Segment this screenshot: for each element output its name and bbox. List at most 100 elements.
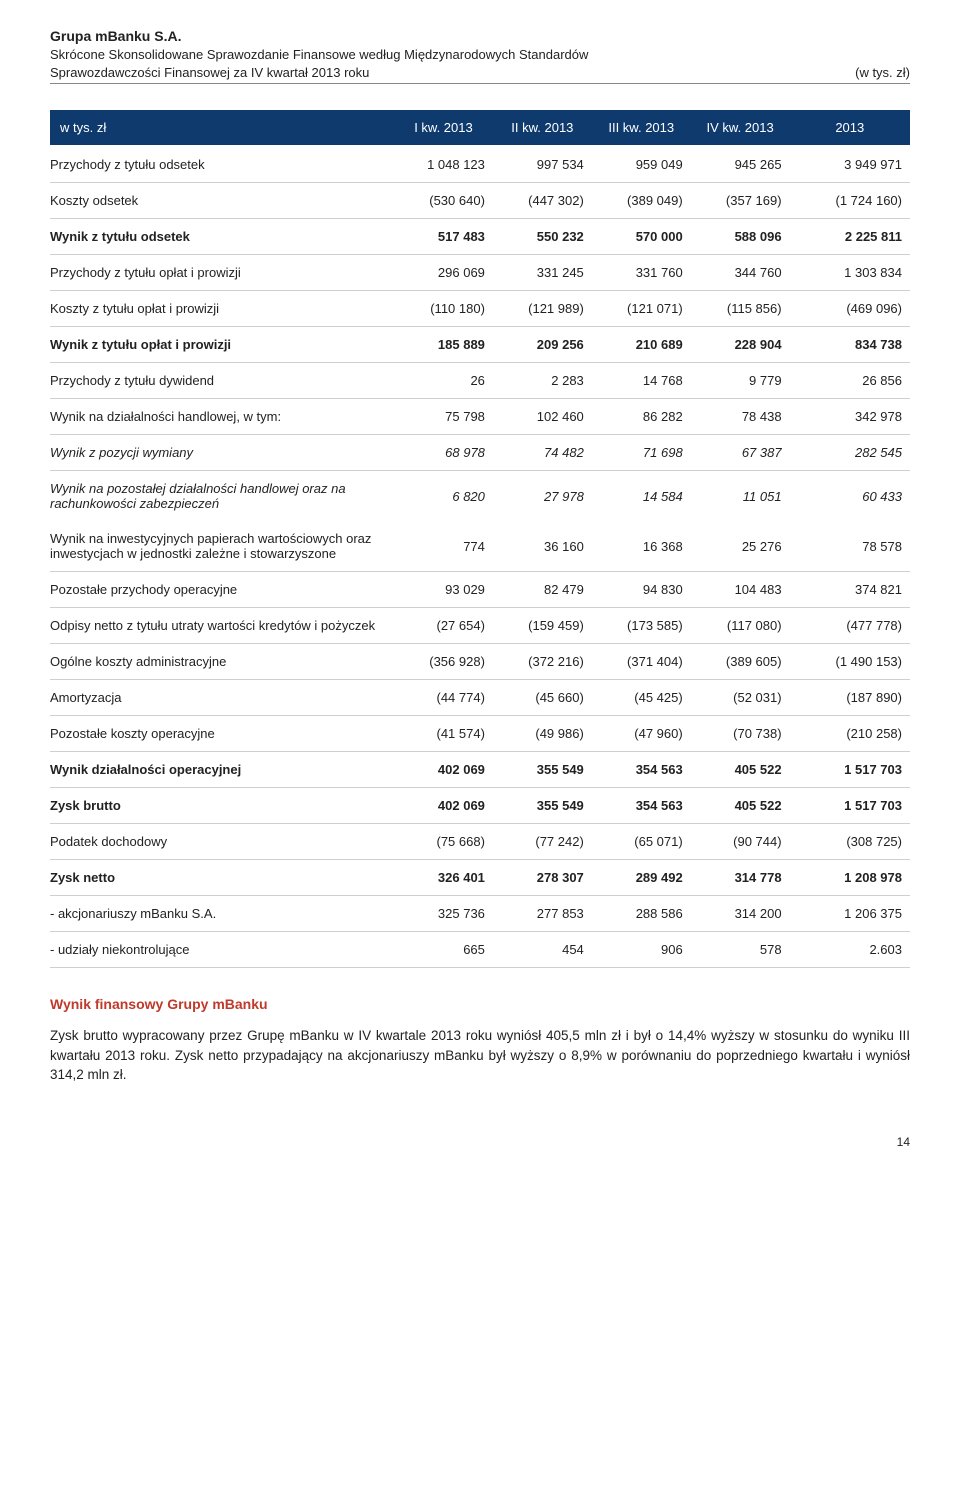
cell-value: 355 549	[493, 752, 592, 788]
col-header-label: w tys. zł	[50, 110, 394, 146]
cell-value: (90 744)	[691, 824, 790, 860]
cell-value: 570 000	[592, 219, 691, 255]
cell-value: 210 689	[592, 327, 691, 363]
cell-value: 578	[691, 932, 790, 968]
cell-value: 1 206 375	[790, 896, 910, 932]
financial-table: w tys. zł I kw. 2013 II kw. 2013 III kw.…	[50, 110, 910, 968]
cell-value: (65 071)	[592, 824, 691, 860]
cell-value: 405 522	[691, 788, 790, 824]
row-label: Przychody z tytułu dywidend	[50, 363, 394, 399]
cell-value: 314 778	[691, 860, 790, 896]
table-body: Przychody z tytułu odsetek1 048 123997 5…	[50, 146, 910, 968]
cell-value: 774	[394, 521, 493, 572]
cell-value: 71 698	[592, 435, 691, 471]
cell-value: 14 584	[592, 471, 691, 522]
cell-value: (41 574)	[394, 716, 493, 752]
cell-value: 86 282	[592, 399, 691, 435]
cell-value: 11 051	[691, 471, 790, 522]
row-label: Odpisy netto z tytułu utraty wartości kr…	[50, 608, 394, 644]
cell-value: (70 738)	[691, 716, 790, 752]
table-row: Odpisy netto z tytułu utraty wartości kr…	[50, 608, 910, 644]
cell-value: 1 303 834	[790, 255, 910, 291]
cell-value: 354 563	[592, 788, 691, 824]
table-row: Wynik działalności operacyjnej402 069355…	[50, 752, 910, 788]
cell-value: 228 904	[691, 327, 790, 363]
cell-value: 834 738	[790, 327, 910, 363]
company-name: Grupa mBanku S.A.	[50, 28, 910, 44]
row-label: Amortyzacja	[50, 680, 394, 716]
cell-value: 296 069	[394, 255, 493, 291]
col-header-q2: II kw. 2013	[493, 110, 592, 146]
row-label: Wynik na działalności handlowej, w tym:	[50, 399, 394, 435]
cell-value: 344 760	[691, 255, 790, 291]
cell-value: 26	[394, 363, 493, 399]
cell-value: 16 368	[592, 521, 691, 572]
table-row: Ogólne koszty administracyjne(356 928)(3…	[50, 644, 910, 680]
cell-value: (121 071)	[592, 291, 691, 327]
cell-value: (47 960)	[592, 716, 691, 752]
report-subtitle-1: Skrócone Skonsolidowane Sprawozdanie Fin…	[50, 46, 910, 64]
cell-value: 665	[394, 932, 493, 968]
cell-value: 78 438	[691, 399, 790, 435]
cell-value: 68 978	[394, 435, 493, 471]
cell-value: (210 258)	[790, 716, 910, 752]
cell-value: 14 768	[592, 363, 691, 399]
cell-value: 60 433	[790, 471, 910, 522]
cell-value: 102 460	[493, 399, 592, 435]
table-row: Zysk brutto402 069355 549354 563405 5221…	[50, 788, 910, 824]
cell-value: (121 989)	[493, 291, 592, 327]
cell-value: 550 232	[493, 219, 592, 255]
cell-value: 588 096	[691, 219, 790, 255]
row-label: Pozostałe przychody operacyjne	[50, 572, 394, 608]
cell-value: 355 549	[493, 788, 592, 824]
cell-value: (52 031)	[691, 680, 790, 716]
row-label: Koszty z tytułu opłat i prowizji	[50, 291, 394, 327]
table-row: Zysk netto326 401278 307289 492314 7781 …	[50, 860, 910, 896]
cell-value: 289 492	[592, 860, 691, 896]
cell-value: 331 245	[493, 255, 592, 291]
cell-value: 326 401	[394, 860, 493, 896]
table-row: - udziały niekontrolujące6654549065782.6…	[50, 932, 910, 968]
table-row: - akcjonariuszy mBanku S.A.325 736277 85…	[50, 896, 910, 932]
cell-value: (308 725)	[790, 824, 910, 860]
row-label: Wynik z tytułu odsetek	[50, 219, 394, 255]
cell-value: 374 821	[790, 572, 910, 608]
cell-value: 288 586	[592, 896, 691, 932]
table-row: Wynik z tytułu opłat i prowizji185 88920…	[50, 327, 910, 363]
cell-value: (44 774)	[394, 680, 493, 716]
cell-value: 277 853	[493, 896, 592, 932]
cell-value: 959 049	[592, 146, 691, 183]
cell-value: 402 069	[394, 752, 493, 788]
cell-value: 314 200	[691, 896, 790, 932]
row-label: Koszty odsetek	[50, 183, 394, 219]
table-row: Podatek dochodowy(75 668)(77 242)(65 071…	[50, 824, 910, 860]
cell-value: 517 483	[394, 219, 493, 255]
cell-value: (173 585)	[592, 608, 691, 644]
cell-value: 1 048 123	[394, 146, 493, 183]
row-label: - akcjonariuszy mBanku S.A.	[50, 896, 394, 932]
table-row: Przychody z tytułu opłat i prowizji296 0…	[50, 255, 910, 291]
cell-value: (110 180)	[394, 291, 493, 327]
cell-value: (45 660)	[493, 680, 592, 716]
cell-value: 405 522	[691, 752, 790, 788]
row-label: Pozostałe koszty operacyjne	[50, 716, 394, 752]
table-row: Przychody z tytułu odsetek1 048 123997 5…	[50, 146, 910, 183]
cell-value: 2 283	[493, 363, 592, 399]
cell-value: (75 668)	[394, 824, 493, 860]
table-header: w tys. zł I kw. 2013 II kw. 2013 III kw.…	[50, 110, 910, 146]
table-row: Wynik na inwestycyjnych papierach wartoś…	[50, 521, 910, 572]
cell-value: 342 978	[790, 399, 910, 435]
cell-value: 9 779	[691, 363, 790, 399]
cell-value: 1 208 978	[790, 860, 910, 896]
cell-value: 78 578	[790, 521, 910, 572]
cell-value: (477 778)	[790, 608, 910, 644]
page-header: Grupa mBanku S.A. Skrócone Skonsolidowan…	[50, 28, 910, 84]
row-label: Podatek dochodowy	[50, 824, 394, 860]
row-label: Wynik z tytułu opłat i prowizji	[50, 327, 394, 363]
section-paragraph: Zysk brutto wypracowany przez Grupę mBan…	[50, 1026, 910, 1085]
cell-value: 82 479	[493, 572, 592, 608]
row-label: Zysk netto	[50, 860, 394, 896]
row-label: Przychody z tytułu opłat i prowizji	[50, 255, 394, 291]
row-label: Wynik z pozycji wymiany	[50, 435, 394, 471]
col-header-q1: I kw. 2013	[394, 110, 493, 146]
